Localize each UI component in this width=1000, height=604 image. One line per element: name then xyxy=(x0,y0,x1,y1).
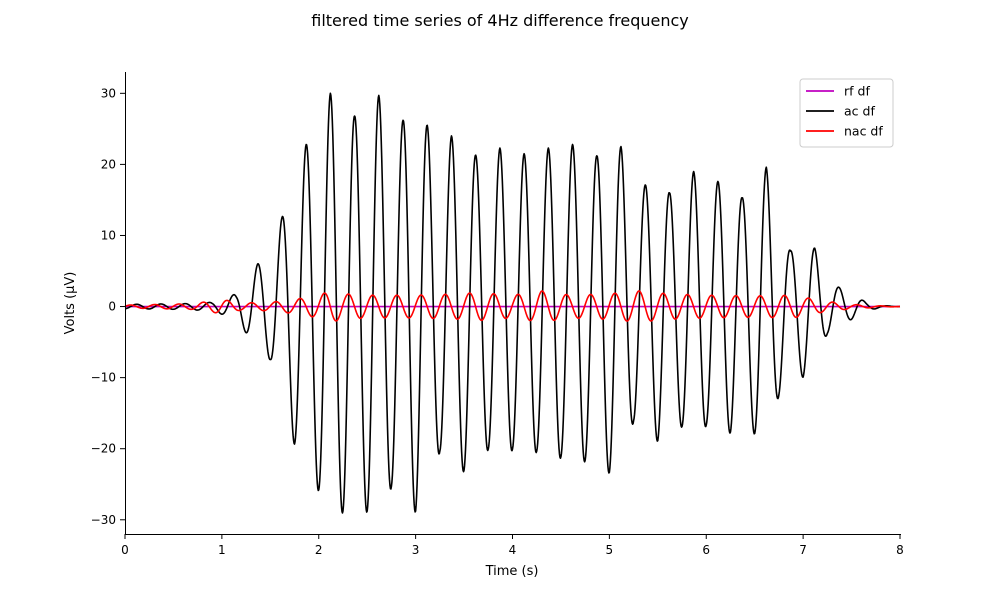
x-tick-label: 5 xyxy=(606,543,614,557)
chart-title: filtered time series of 4Hz difference f… xyxy=(311,11,689,30)
legend-label: rf df xyxy=(844,84,870,99)
x-tick-label: 1 xyxy=(218,543,226,557)
y-tick-label: 10 xyxy=(101,228,116,242)
x-tick-label: 2 xyxy=(315,543,323,557)
y-tick-label: −10 xyxy=(91,371,116,385)
y-tick-label: 0 xyxy=(108,300,116,314)
series-line-ac-df xyxy=(124,92,901,514)
y-tick-label: 20 xyxy=(101,157,116,171)
y-tick-label: −20 xyxy=(91,442,116,456)
x-tick-label: 3 xyxy=(412,543,420,557)
y-tick-label: 30 xyxy=(101,86,116,100)
series-line-nac-df xyxy=(124,290,901,322)
x-axis-label: Time (s) xyxy=(485,564,539,579)
plot-area xyxy=(124,92,901,514)
y-axis-label: Volts (μV) xyxy=(63,272,78,335)
y-axis-ticks: −30 −20 −10 0 10 20 30 xyxy=(91,86,125,527)
x-tick-label: 6 xyxy=(702,543,710,557)
x-axis-ticks: 0 1 2 3 4 5 6 7 8 xyxy=(121,534,904,557)
legend-label: ac df xyxy=(844,104,875,119)
y-tick-label: −30 xyxy=(91,513,116,527)
x-tick-label: 8 xyxy=(896,543,904,557)
x-tick-label: 0 xyxy=(121,543,129,557)
x-tick-label: 4 xyxy=(509,543,517,557)
legend-label: nac df xyxy=(844,124,883,139)
legend: rf df ac df nac df xyxy=(799,78,894,148)
x-tick-label: 7 xyxy=(799,543,807,557)
legend-box xyxy=(799,78,894,148)
